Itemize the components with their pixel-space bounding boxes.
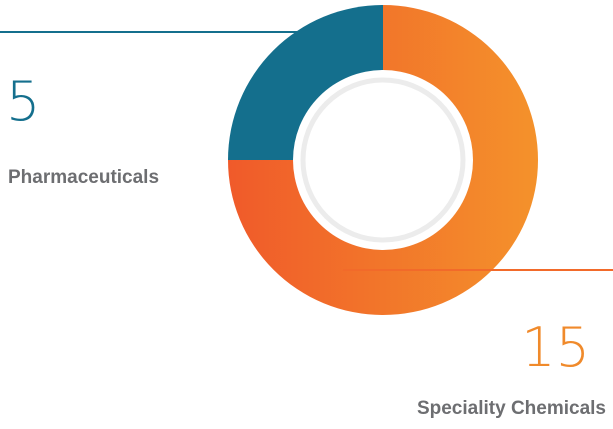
- pharma-label: Pharmaceuticals: [8, 167, 159, 188]
- speciality-label: Speciality Chemicals: [417, 398, 606, 419]
- pharma-value: 5: [6, 70, 40, 133]
- donut-hole: [293, 70, 473, 250]
- speciality-value: 15: [521, 316, 590, 379]
- inner-ring: [300, 77, 466, 243]
